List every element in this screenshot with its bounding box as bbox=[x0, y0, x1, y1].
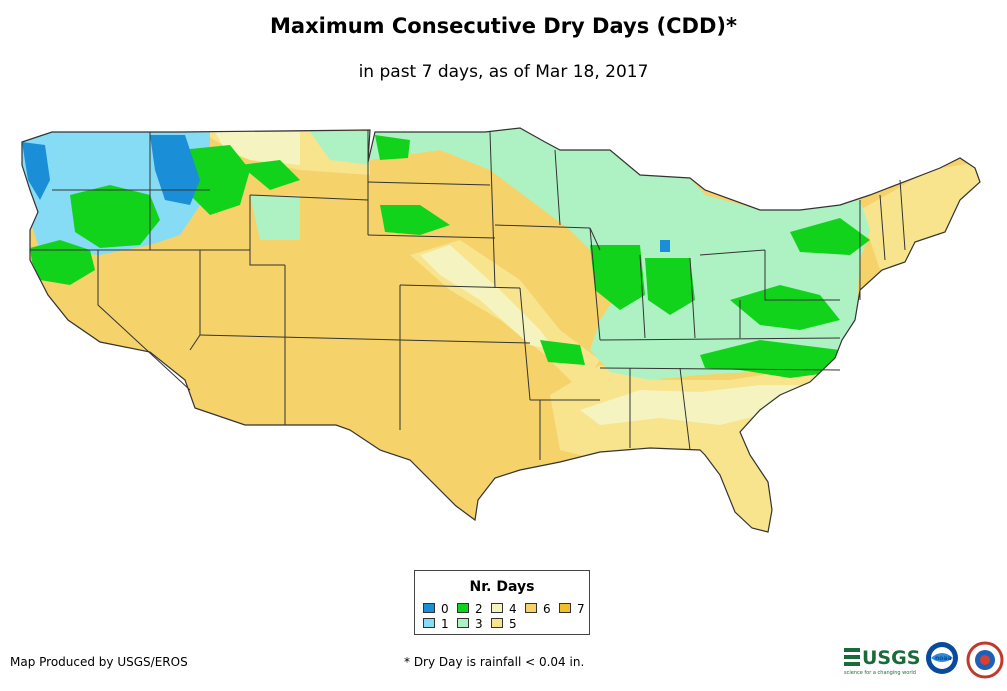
legend-swatch-0 bbox=[423, 603, 435, 613]
region-cat-3-montana bbox=[310, 132, 370, 165]
legend-label-2: 2 bbox=[475, 602, 483, 616]
region-cat-4-southeast bbox=[580, 385, 800, 425]
legend-label-0: 0 bbox=[441, 602, 449, 616]
legend-label-1: 1 bbox=[441, 617, 449, 631]
region-cat-4-plains bbox=[420, 245, 555, 350]
region-cat-4-northwest bbox=[215, 132, 300, 165]
legend-label-5: 5 bbox=[509, 617, 517, 631]
legend-swatch-5 bbox=[491, 618, 503, 628]
nws-logo bbox=[966, 641, 1004, 679]
state-boundaries bbox=[21, 127, 981, 533]
map-credit: Map Produced by USGS/EROS bbox=[10, 655, 188, 669]
legend-label-6: 6 bbox=[543, 602, 551, 616]
legend-label-3: 3 bbox=[475, 617, 483, 631]
legend-swatch-2 bbox=[457, 603, 469, 613]
svg-text:science for a changing world: science for a changing world bbox=[844, 670, 916, 676]
region-cat-2-montana bbox=[240, 160, 300, 190]
region-cat-2-south-dakota bbox=[380, 205, 450, 235]
usgs-logo: USGS science for a changing world bbox=[844, 647, 920, 676]
region-cat-2-new-york bbox=[790, 218, 870, 255]
legend-swatch-1 bbox=[423, 618, 435, 628]
map-subtitle: in past 7 days, as of Mar 18, 2017 bbox=[358, 62, 649, 82]
region-cat-2-inland-northwest bbox=[70, 185, 160, 248]
legend-swatch-4 bbox=[491, 603, 503, 613]
legend-swatch-7 bbox=[559, 603, 571, 613]
svg-text:USGS: USGS bbox=[862, 647, 920, 669]
region-cat-0-idaho bbox=[150, 135, 200, 205]
region-cat-2-midwest bbox=[590, 245, 645, 310]
region-cat-0-michigan bbox=[660, 240, 670, 252]
legend-swatch-6 bbox=[525, 603, 537, 613]
region-cat-2-kansas-missouri bbox=[540, 340, 585, 365]
region-cat-2-idaho bbox=[180, 145, 250, 215]
region-cat-5-southeast bbox=[550, 355, 850, 532]
region-cat-0-washington-coast bbox=[22, 142, 50, 200]
legend-label-4: 4 bbox=[509, 602, 517, 616]
agency-logos: USGS science for a changing world noaa bbox=[844, 641, 1004, 679]
map-title: Maximum Consecutive Dry Days (CDD)* bbox=[270, 14, 737, 38]
region-cat-2-indiana bbox=[645, 258, 695, 315]
region-cat-5-northeast bbox=[860, 160, 980, 270]
legend-swatch-3 bbox=[457, 618, 469, 628]
noaa-logo: noaa bbox=[926, 642, 958, 674]
region-cat-2-west-coast bbox=[30, 240, 95, 285]
svg-text:noaa: noaa bbox=[935, 655, 952, 662]
legend: Nr. Days 0 1 2 3 4 5 6 7 bbox=[414, 570, 590, 635]
region-cat-2-north-dakota bbox=[375, 135, 410, 160]
dry-day-footnote: * Dry Day is rainfall < 0.04 in. bbox=[404, 655, 585, 669]
legend-label-7: 7 bbox=[577, 602, 585, 616]
region-cat-2-carolinas bbox=[700, 340, 840, 378]
region-cat-2-mid-atlantic bbox=[730, 285, 840, 330]
region-cat-3-northwest bbox=[250, 195, 300, 240]
legend-title: Nr. Days bbox=[469, 579, 535, 595]
